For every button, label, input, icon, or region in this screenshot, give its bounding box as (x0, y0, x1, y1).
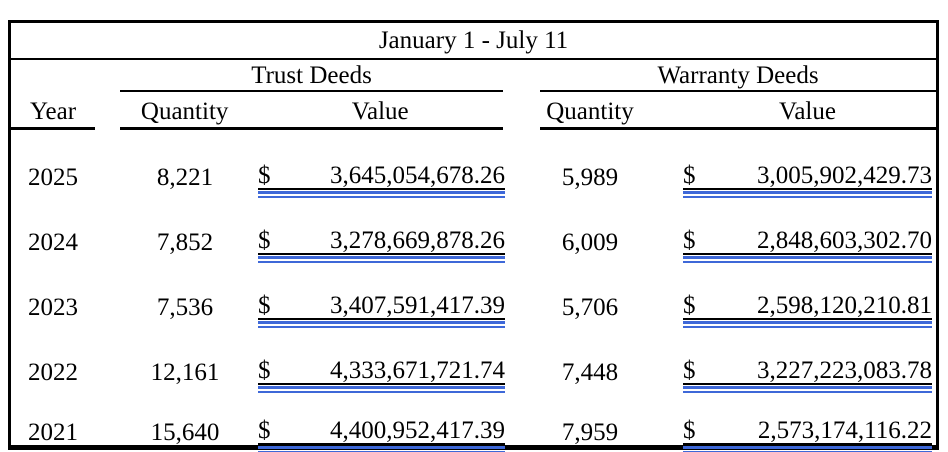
table-body: 2025 8,221 $ 3,645,054,678.26 5,989 $ 3,… (11, 130, 936, 452)
warranty-deeds-label: Warranty Deeds (657, 62, 819, 89)
dollar-sign: $ (258, 227, 271, 254)
dollar-sign: $ (258, 357, 271, 384)
dollar-sign: $ (258, 162, 271, 189)
group-header-warranty-deeds: Warranty Deeds (540, 60, 936, 92)
warranty-value-underlined: $ 2,573,174,116.22 (683, 417, 932, 452)
column-header-year: Year (11, 92, 95, 130)
trust-value-cell: $ 3,645,054,678.26 (250, 162, 505, 198)
table-row: 2025 8,221 $ 3,645,054,678.26 5,989 $ 3,… (11, 130, 936, 198)
column-gap (503, 320, 540, 325)
trust-value-amount: 3,645,054,678.26 (330, 162, 505, 189)
trust-quantity-cell: 7,536 (156, 294, 214, 321)
warranty-quantity-cell: 7,959 (561, 419, 619, 446)
table-row: 2021 15,640 $ 4,400,952,417.39 7,959 $ 2… (11, 390, 936, 452)
group-header-row: Trust Deeds Warranty Deeds (11, 60, 936, 92)
warranty-value-cell: $ 3,005,902,429.73 (640, 162, 936, 198)
trust-value-underlined: $ 4,400,952,417.39 (258, 417, 505, 452)
warranty-value-amount: 2,598,120,210.81 (757, 292, 932, 319)
column-gap (503, 255, 540, 260)
deeds-summary-table: January 1 - July 11 Trust Deeds Warranty… (8, 20, 939, 452)
trust-quantity-cell: 15,640 (150, 419, 220, 446)
column-header-warranty-quantity: Quantity (546, 98, 634, 125)
column-header-trust-quantity: Quantity (140, 98, 229, 125)
warranty-value-underlined: $ 2,848,603,302.70 (683, 227, 932, 263)
table-title: January 1 - July 11 (378, 27, 569, 54)
column-gap (503, 60, 540, 92)
trust-value-cell: $ 4,333,671,721.74 (250, 357, 505, 393)
column-header-warranty-value: Value (779, 98, 836, 125)
dollar-sign: $ (683, 417, 696, 444)
year-cell: 2025 (28, 164, 78, 191)
trust-value-amount: 3,278,669,878.26 (330, 227, 505, 254)
dollar-sign: $ (683, 357, 696, 384)
year-cell: 2023 (28, 294, 78, 321)
column-header-row: Year Quantity Value Quantity Value (11, 92, 936, 130)
table-row: 2023 7,536 $ 3,407,591,417.39 5,706 $ 2,… (11, 260, 936, 328)
year-column-spacer (11, 60, 95, 92)
warranty-value-cell: $ 2,573,174,116.22 (640, 417, 936, 452)
warranty-value-amount: 3,005,902,429.73 (757, 162, 932, 189)
trust-value-amount: 4,400,952,417.39 (330, 417, 505, 444)
warranty-value-amount: 2,573,174,116.22 (757, 417, 932, 444)
table-row: 2024 7,852 $ 3,278,669,878.26 6,009 $ 2,… (11, 195, 936, 263)
warranty-subheaders: Quantity Value (540, 92, 936, 130)
dollar-sign: $ (258, 417, 271, 444)
column-gap (95, 92, 120, 130)
column-gap (95, 190, 120, 195)
dollar-sign: $ (683, 227, 696, 254)
trust-quantity-cell: 7,852 (156, 229, 214, 256)
year-header-label: Year (29, 98, 77, 125)
column-gap (503, 92, 540, 130)
trust-value-cell: $ 4,400,952,417.39 (250, 417, 505, 452)
trust-value-cell: $ 3,407,591,417.39 (250, 292, 505, 328)
warranty-quantity-cell: 5,706 (561, 294, 619, 321)
warranty-quantity-cell: 5,989 (561, 164, 619, 191)
year-cell: 2021 (28, 419, 78, 446)
trust-value-underlined: $ 4,333,671,721.74 (258, 357, 505, 393)
dollar-sign: $ (683, 162, 696, 189)
trust-value-cell: $ 3,278,669,878.26 (250, 227, 505, 263)
trust-value-amount: 3,407,591,417.39 (330, 292, 505, 319)
warranty-value-cell: $ 3,227,223,083.78 (640, 357, 936, 393)
trust-quantity-cell: 12,161 (150, 359, 220, 386)
trust-deeds-label: Trust Deeds (251, 62, 372, 89)
warranty-quantity-cell: 7,448 (561, 359, 619, 386)
column-gap (95, 320, 120, 325)
trust-value-amount: 4,333,671,721.74 (330, 357, 505, 384)
warranty-value-amount: 2,848,603,302.70 (757, 227, 932, 254)
dollar-sign: $ (258, 292, 271, 319)
year-cell: 2022 (28, 359, 78, 386)
warranty-value-amount: 3,227,223,083.78 (757, 357, 932, 384)
column-gap (503, 190, 540, 195)
column-gap (95, 60, 120, 92)
column-header-trust-value: Value (351, 98, 409, 125)
trust-subheaders: Quantity Value (120, 92, 503, 130)
column-gap (95, 385, 120, 390)
column-gap (95, 255, 120, 260)
trust-value-underlined: $ 3,645,054,678.26 (258, 162, 505, 198)
trust-value-underlined: $ 3,407,591,417.39 (258, 292, 505, 328)
warranty-value-underlined: $ 3,005,902,429.73 (683, 162, 932, 198)
trust-value-underlined: $ 3,278,669,878.26 (258, 227, 505, 263)
group-header-trust-deeds: Trust Deeds (120, 60, 503, 92)
table-title-row: January 1 - July 11 (11, 23, 936, 60)
trust-quantity-cell: 8,221 (156, 164, 214, 191)
column-gap (503, 385, 540, 390)
table-row: 2022 12,161 $ 4,333,671,721.74 7,448 $ 3… (11, 325, 936, 393)
warranty-value-underlined: $ 2,598,120,210.81 (683, 292, 932, 328)
warranty-value-cell: $ 2,598,120,210.81 (640, 292, 936, 328)
warranty-value-underlined: $ 3,227,223,083.78 (683, 357, 932, 393)
warranty-value-cell: $ 2,848,603,302.70 (640, 227, 936, 263)
warranty-quantity-cell: 6,009 (561, 229, 619, 256)
year-cell: 2024 (28, 229, 78, 256)
dollar-sign: $ (683, 292, 696, 319)
